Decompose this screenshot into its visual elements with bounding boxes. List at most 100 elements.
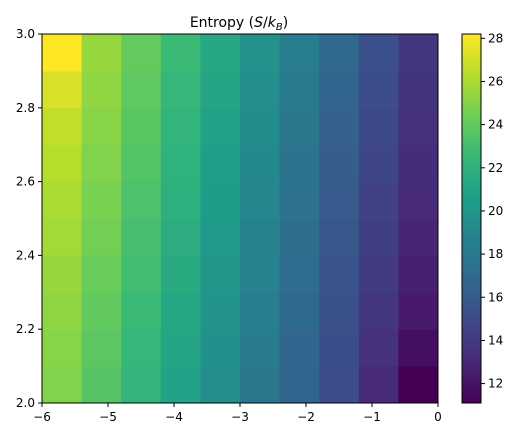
heatmap-cell <box>200 329 241 367</box>
heatmap-cell <box>200 181 241 219</box>
heatmap-cell <box>160 107 201 146</box>
colorbar-axis: 12 14 16 18 20 22 24 26 28 <box>481 31 503 391</box>
heatmap-cell <box>240 181 281 219</box>
heatmap-cell <box>81 218 122 256</box>
heatmap-cell <box>121 366 162 404</box>
heatmap-cell <box>319 292 360 330</box>
heatmap-cell <box>81 366 122 404</box>
heatmap-cell <box>240 70 281 109</box>
y-tick-label: 2.6 <box>16 175 35 189</box>
heatmap-cell <box>240 144 281 183</box>
heatmap-cell <box>81 34 122 72</box>
colorbar-tick-label: 28 <box>488 31 503 45</box>
heatmap-cell <box>398 70 439 109</box>
heatmap-cell <box>200 144 241 183</box>
heatmap-cell <box>160 329 201 367</box>
heatmap-cell <box>81 292 122 330</box>
heatmap-cell <box>42 218 83 256</box>
heatmap-cell <box>319 144 360 183</box>
heatmap-cell <box>319 70 360 109</box>
heatmap-cell <box>358 218 399 256</box>
x-tick-label: −5 <box>99 410 117 424</box>
heatmap-cell <box>398 255 439 293</box>
heatmap-cell <box>121 292 162 330</box>
colorbar-tick-label: 14 <box>488 333 503 347</box>
heatmap-cell <box>319 329 360 367</box>
heatmap-cell <box>279 218 320 256</box>
heatmap-cell <box>160 255 201 293</box>
heatmap-cell <box>42 34 83 72</box>
heatmap-cell <box>398 181 439 219</box>
heatmap-cell <box>160 34 201 72</box>
colorbar <box>461 33 482 404</box>
heatmap-cell <box>200 366 241 404</box>
heatmap-cell <box>81 144 122 183</box>
colorbar-tick-label: 18 <box>488 247 503 261</box>
heatmap-cell <box>358 181 399 219</box>
heatmap-cell <box>42 292 83 330</box>
heatmap-cell <box>319 34 360 72</box>
heatmap-cell <box>81 329 122 367</box>
heatmap-cell <box>319 218 360 256</box>
x-tick-label: −2 <box>297 410 315 424</box>
heatmap-cell <box>240 34 281 72</box>
y-axis: 2.0 2.2 2.4 2.6 2.8 3.0 <box>16 27 42 410</box>
heatmap-cell <box>358 144 399 183</box>
heatmap-cell <box>42 70 83 109</box>
heatmap-cell <box>279 107 320 146</box>
heatmap-cell <box>358 329 399 367</box>
heatmap-cell <box>319 255 360 293</box>
heatmap-cell <box>121 181 162 219</box>
heatmap-cell <box>200 107 241 146</box>
heatmap-cell <box>42 144 83 183</box>
colorbar-tick-label: 16 <box>488 290 503 304</box>
heatmap-cells <box>42 34 439 404</box>
heatmap-cell <box>160 366 201 404</box>
heatmap-cell <box>121 144 162 183</box>
heatmap-cell <box>200 292 241 330</box>
heatmap-cell <box>121 218 162 256</box>
colorbar-tick-label: 26 <box>488 74 503 88</box>
heatmap-cell <box>160 181 201 219</box>
heatmap-cell <box>200 218 241 256</box>
heatmap-cell <box>398 329 439 367</box>
x-tick-label: −1 <box>363 410 381 424</box>
heatmap-cell <box>81 255 122 293</box>
heatmap-cell <box>358 366 399 404</box>
chart-title: Entropy (S/kB) <box>190 15 288 33</box>
heatmap-cell <box>240 107 281 146</box>
y-tick-label: 2.8 <box>16 101 35 115</box>
heatmap-cell <box>358 70 399 109</box>
heatmap-cell <box>358 255 399 293</box>
heatmap-cell <box>279 292 320 330</box>
heatmap-cell <box>279 70 320 109</box>
heatmap-cell <box>200 70 241 109</box>
heatmap-cell <box>121 107 162 146</box>
heatmap-cell <box>398 107 439 146</box>
heatmap-cell <box>279 329 320 367</box>
heatmap-cell <box>160 70 201 109</box>
y-tick-label: 2.0 <box>16 396 35 410</box>
x-axis: −6 −5 −4 −3 −2 −1 0 <box>33 403 442 424</box>
heatmap-cell <box>42 366 83 404</box>
colorbar-tick-label: 12 <box>488 377 503 391</box>
heatmap-cell <box>81 107 122 146</box>
heatmap-cell <box>319 366 360 404</box>
heatmap-cell <box>240 218 281 256</box>
heatmap-cell <box>160 144 201 183</box>
heatmap-cell <box>279 255 320 293</box>
x-tick-label: −6 <box>33 410 51 424</box>
heatmap-cell <box>398 218 439 256</box>
heatmap-cell <box>42 181 83 219</box>
colorbar-tick-label: 24 <box>488 118 503 132</box>
heatmap-cell <box>279 366 320 404</box>
heatmap-cell <box>42 329 83 367</box>
heatmap-cell <box>279 181 320 219</box>
heatmap-cell <box>358 107 399 146</box>
colorbar-tick-label: 20 <box>488 204 503 218</box>
x-tick-label: −4 <box>165 410 183 424</box>
y-tick-label: 2.2 <box>16 322 35 336</box>
heatmap-cell <box>160 218 201 256</box>
heatmap-cell <box>279 144 320 183</box>
heatmap-cell <box>398 366 439 404</box>
